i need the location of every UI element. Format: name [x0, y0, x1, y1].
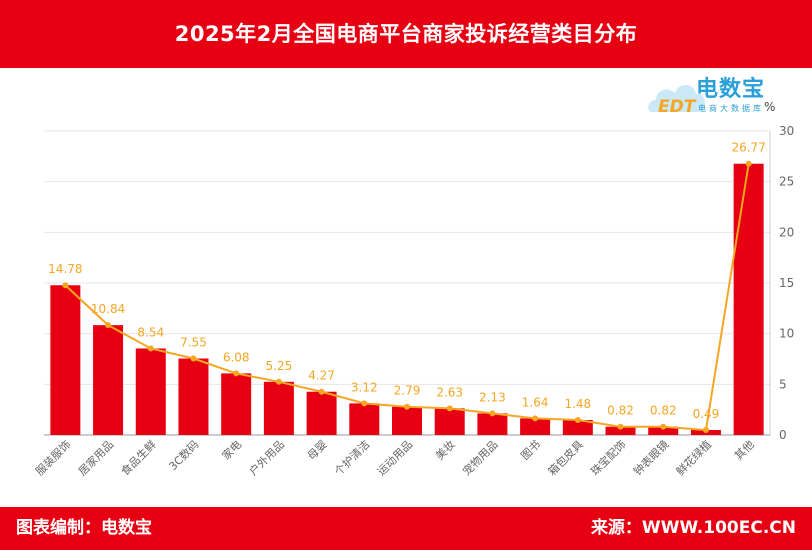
data-label: 2.13: [479, 390, 506, 404]
bar: [135, 348, 166, 435]
x-tick-label: 其他: [732, 438, 757, 463]
data-label: 1.64: [522, 395, 549, 409]
x-tick-label: 服装服饰: [32, 437, 73, 478]
footer-credit: 图表编制：电数宝: [16, 518, 152, 538]
line-point: [574, 417, 581, 424]
logo-mark: EDT: [658, 97, 697, 117]
x-tick-label: 居家用品: [75, 437, 116, 478]
x-tick-label: 图书: [518, 438, 543, 463]
x-tick-label: 家电: [219, 437, 244, 462]
data-label: 14.78: [48, 262, 82, 276]
y-tick-label: 15: [779, 276, 794, 290]
bar: [477, 413, 508, 435]
x-tick-label: 箱包皮具: [545, 437, 586, 478]
line-point: [745, 160, 752, 167]
line-point: [318, 388, 325, 395]
data-label: 0.82: [607, 404, 634, 418]
line-point: [275, 378, 282, 385]
bar: [392, 406, 422, 435]
y-tick-label: 0: [779, 428, 787, 442]
line-point: [233, 370, 240, 377]
bar: [520, 418, 551, 435]
data-label: 4.27: [308, 369, 335, 383]
y-tick-label: 5: [779, 377, 787, 391]
footer-bar: [0, 507, 812, 550]
data-label: 1.48: [564, 397, 591, 411]
data-label: 5.25: [266, 359, 293, 373]
x-tick-label: 户外用品: [246, 437, 287, 478]
data-label: 3.12: [351, 380, 378, 394]
x-tick-label: 3C数码: [166, 438, 201, 473]
line-point: [702, 427, 709, 434]
page-title: 2025年2月全国电商平台商家投诉经营类目分布: [174, 22, 638, 46]
y-axis-unit: %: [764, 100, 776, 114]
y-tick-label: 30: [779, 124, 794, 138]
data-label: 26.77: [731, 141, 765, 155]
line-point: [62, 282, 69, 289]
bar: [50, 285, 81, 435]
line-point: [361, 400, 368, 407]
line-point: [190, 355, 197, 362]
bar: [733, 163, 764, 436]
data-label: 8.54: [137, 325, 164, 339]
data-label: 7.55: [180, 335, 207, 349]
logo-subtext: 电商大数据库: [698, 104, 764, 113]
x-tick-label: 运动用品: [375, 438, 415, 478]
logo-text: 电数宝: [696, 77, 766, 102]
line-point: [147, 345, 154, 352]
x-tick-label: 鲜花绿植: [673, 437, 714, 478]
header-bar: [0, 0, 812, 68]
line-point: [404, 403, 410, 410]
x-tick-label: 钟表眼镜: [630, 437, 671, 478]
line-point: [617, 423, 624, 430]
bar: [349, 403, 380, 435]
bar: [434, 408, 465, 435]
bar: [306, 391, 337, 435]
data-label: 0.82: [650, 404, 677, 418]
bar: [221, 373, 252, 435]
logo-cloud-icon: EDT: [648, 84, 705, 117]
x-tick-label: 食品生鲜: [118, 437, 159, 478]
line-point: [446, 405, 453, 412]
line-point: [489, 410, 496, 417]
x-tick-label: 宠物用品: [460, 437, 501, 478]
bar: [605, 426, 636, 435]
data-label: 2.79: [394, 384, 421, 398]
line-point: [532, 415, 539, 422]
bar: [178, 358, 209, 435]
y-tick-label: 20: [779, 225, 794, 239]
x-tick-label: 母婴: [305, 438, 330, 463]
x-tick-label: 珠宝配饰: [588, 437, 629, 478]
y-tick-label: 25: [779, 175, 794, 189]
x-tick-label: 美妆: [433, 438, 458, 463]
data-label: 2.63: [436, 385, 463, 399]
bar: [93, 325, 124, 435]
data-label: 0.49: [693, 407, 720, 421]
bar-line-chart: 0 5 10 15 20 25 30 服装服饰 居家用品 食品生鲜 3C数码 家电 户外用品 母婴 个护清洁…: [32, 124, 794, 478]
x-tick-label: 个护清洁: [331, 437, 372, 478]
bar: [562, 420, 593, 435]
data-label: 6.08: [223, 350, 250, 364]
line-point: [660, 423, 667, 430]
y-tick-label: 10: [779, 327, 794, 341]
bar: [263, 381, 294, 435]
line-point: [105, 322, 112, 329]
bar: [648, 426, 679, 435]
data-label: 10.84: [91, 302, 125, 316]
footer-source: 来源：WWW.100EC.CN: [590, 518, 796, 538]
